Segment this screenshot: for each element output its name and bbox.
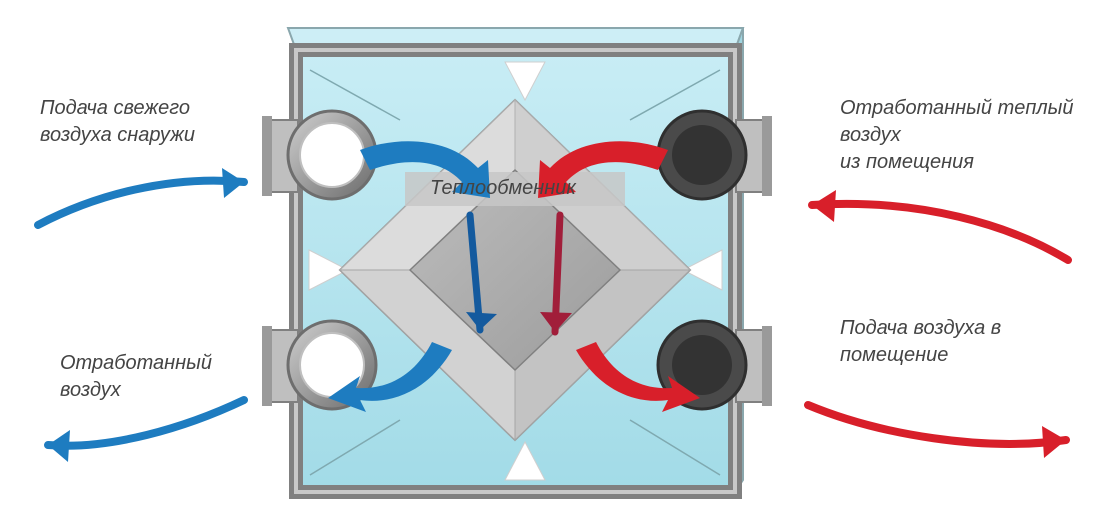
recuperator-svg [0,0,1112,520]
port-left-top [262,111,376,199]
label-heat-exchanger: Теплообменник [430,175,576,202]
label-supply-out: Подача воздуха в помещение [840,315,1001,369]
label-exhaust-out: Отработанный воздух [60,350,212,404]
diagram-stage: Подача свежего воздуха снаружи Отработан… [0,0,1112,520]
port-right-top [658,111,772,199]
label-warm-in: Отработанный теплый воздух из помещения [840,95,1074,176]
label-fresh-in: Подача свежего воздуха снаружи [40,95,195,149]
